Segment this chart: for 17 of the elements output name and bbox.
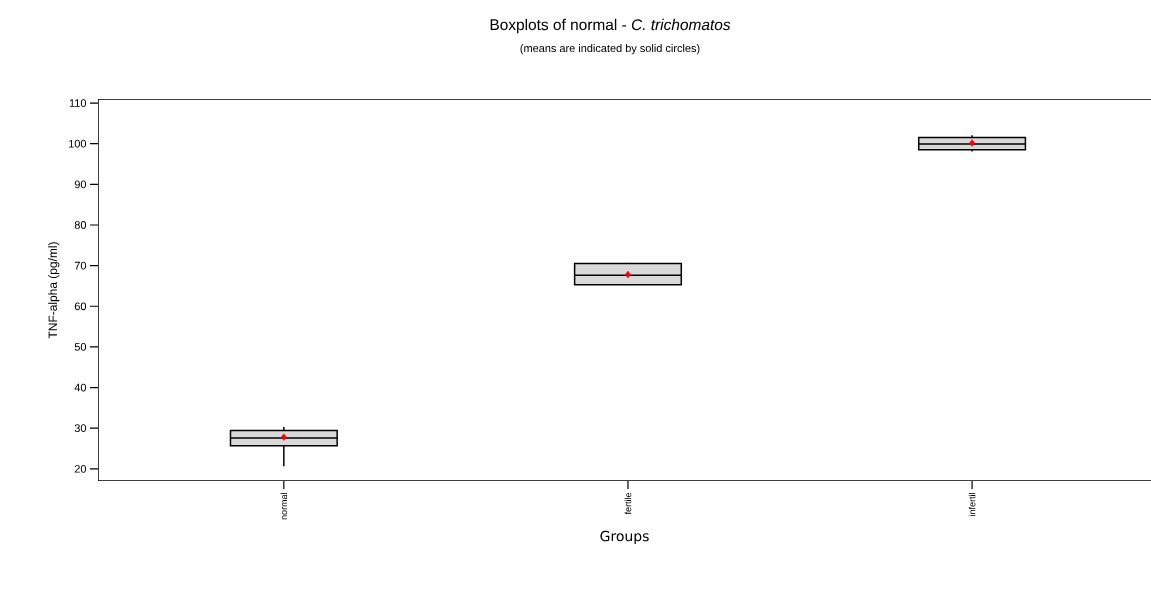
y-axis-title: TNF-alpha (pg/ml) [48,242,60,339]
y-tick-label: 50 [74,343,87,351]
chart-subtitle: (means are indicated by solid circles) [520,44,700,55]
x-tick-label: fertile [624,492,632,515]
chart-title: Boxplots of normal - C. trichomatos [490,18,731,34]
x-axis-title: Groups [600,530,649,545]
y-tick-label: 110 [69,99,87,107]
x-tick-label: infertil [968,493,976,516]
y-tick-label: 30 [74,424,87,433]
x-tick-label: normal [280,493,288,520]
y-tick-label: 40 [74,383,87,392]
y-tick-label: 90 [74,180,87,189]
y-tick-label: 100 [69,139,87,148]
y-tick-label: 80 [74,221,87,229]
y-tick-label: 70 [74,261,87,270]
y-tick-label: 60 [74,302,87,311]
y-tick-label: 20 [74,464,87,473]
